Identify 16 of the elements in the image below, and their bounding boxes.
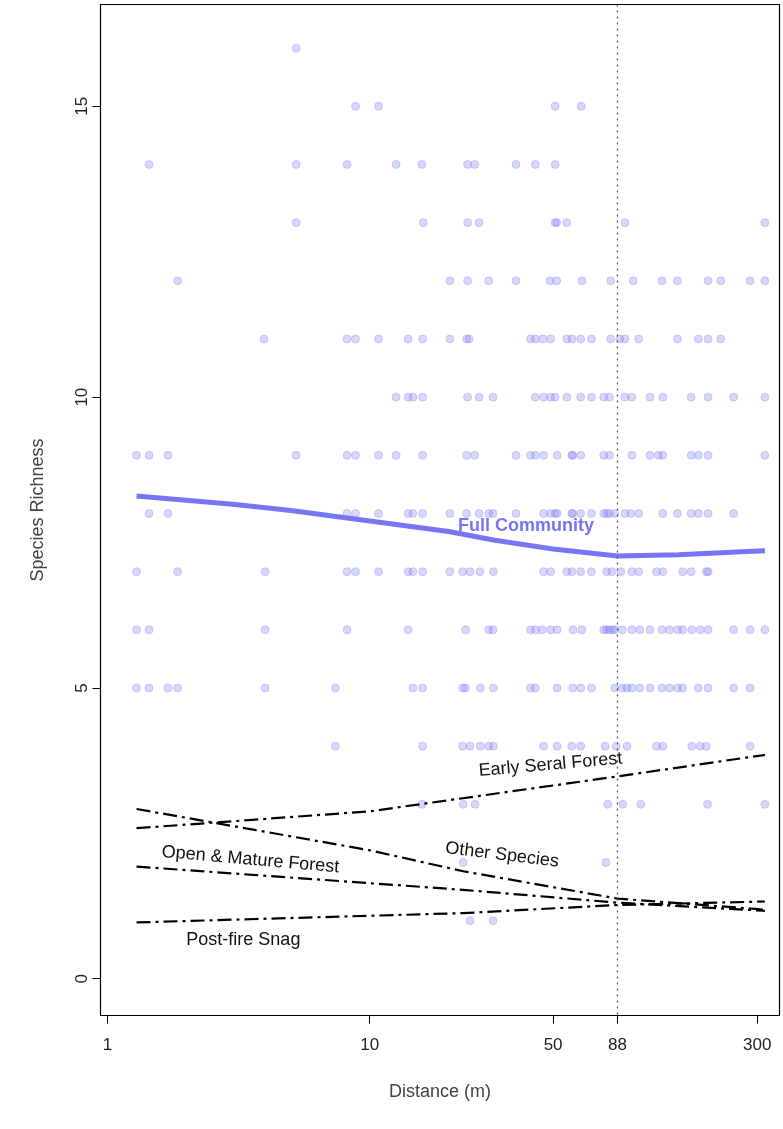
y-tick-label: 10 (72, 387, 92, 407)
x-tick-label: 50 (543, 1034, 563, 1054)
series-label: Early Seral Forest (477, 747, 623, 781)
x-tick-label: 10 (360, 1034, 380, 1054)
x-tick-label: 300 (742, 1034, 772, 1054)
x-axis-title: Distance (m) (388, 1080, 492, 1101)
y-tick-label: 5 (72, 683, 92, 693)
x-tick-label: 1 (102, 1034, 113, 1054)
series-label: Open & Mature Forest (160, 840, 341, 877)
text: Other Species (444, 837, 561, 871)
y-axis-title: Species Richness (26, 438, 47, 582)
y-tick-label: 0 (72, 974, 92, 984)
series-label: Full Community (458, 514, 595, 535)
y-tick-label: 15 (72, 96, 92, 116)
series-label: Post-fire Snag (186, 929, 301, 950)
x-tick-label: 88 (608, 1034, 627, 1054)
